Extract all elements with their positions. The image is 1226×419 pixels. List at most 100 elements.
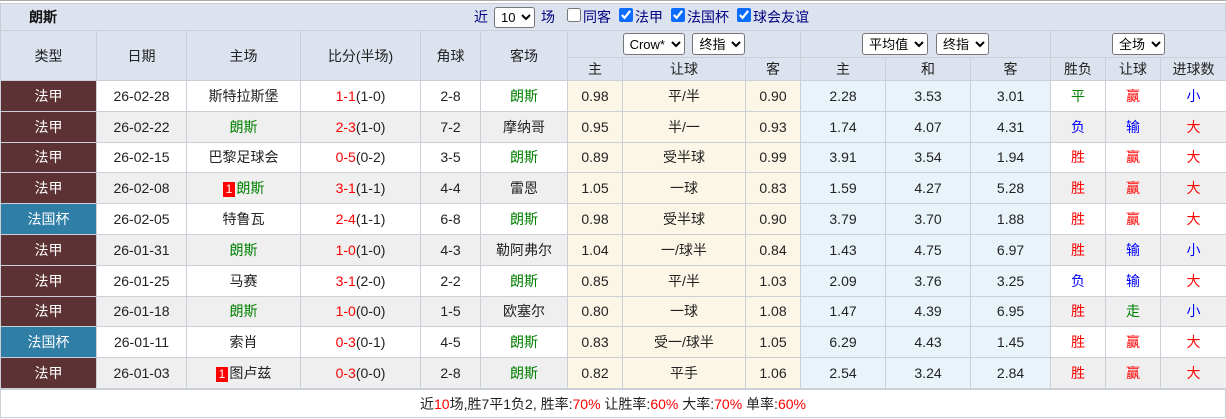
corners: 7-2	[420, 110, 481, 143]
handicap-result: 赢	[1105, 203, 1162, 235]
full-time-score: 1-1	[335, 87, 356, 104]
corners: 2-2	[420, 264, 481, 297]
avg-away-odds: 2.84	[970, 357, 1052, 389]
match-type-badge: 法甲	[0, 264, 97, 297]
goals-result: 大	[1160, 141, 1226, 174]
half-time-score: (1-0)	[355, 118, 386, 135]
goals-result: 小	[1160, 80, 1226, 112]
avg-source-select[interactable]: 平均值	[862, 33, 929, 55]
away-team-name: 朗斯	[510, 149, 538, 166]
red-card-badge: 1	[215, 367, 229, 383]
away-team: 朗斯	[480, 80, 568, 112]
club-friendly-filter-label: 球会友谊	[753, 9, 809, 25]
half-time-score: (1-0)	[355, 87, 386, 104]
home-team: 1 朗斯	[186, 172, 301, 205]
away-team: 摩纳哥	[480, 110, 568, 143]
summary-stats: 近10场,胜7平1负2, 胜率:70% 让胜率:60% 大率:70% 单率:60…	[0, 388, 1226, 418]
home-team: 朗斯	[186, 295, 301, 328]
match-row: 法国杯 26-02-05 特鲁瓦 2-4(1-1) 6-8 朗斯 0.98 受半球 0.90 3.…	[0, 203, 1226, 235]
away-team: 勒阿弗尔	[480, 233, 568, 266]
handicap-result: 输	[1105, 110, 1162, 143]
home-team: 斯特拉斯堡	[186, 80, 301, 112]
match-row: 法甲 26-02-08 1 朗斯 3-1(1-1) 4-4 雷恩 1.05 一球 0.83 1.59…	[0, 172, 1226, 205]
avg-away-odds: 1.45	[970, 326, 1052, 359]
home-team: 巴黎足球会	[186, 141, 301, 174]
summary-segment: 单率:	[742, 395, 778, 412]
match-rows: 法甲 26-02-28 斯特拉斯堡 1-1(1-0) 2-8 朗斯 0.98 平/半 0.90 2…	[0, 80, 1226, 389]
home-team-name: 巴黎足球会	[208, 149, 279, 166]
odds-provider-select[interactable]: Crow*	[622, 33, 685, 55]
home-team-name: 图卢兹	[229, 365, 272, 382]
home-odds: 1.04	[567, 233, 623, 266]
avg-home-odds: 2.54	[800, 357, 887, 389]
summary-segment: 场,胜7平1负2, 胜率:	[449, 395, 573, 412]
result-badge: 负	[1050, 110, 1107, 143]
home-odds: 0.98	[567, 203, 623, 235]
avg-home-odds: 3.79	[800, 203, 887, 235]
score: 1-0(1-0)	[300, 233, 421, 266]
handicap-result: 赢	[1105, 80, 1162, 112]
score: 1-0(0-0)	[300, 295, 421, 328]
away-team: 朗斯	[480, 357, 568, 389]
home-team: 1 图卢兹	[186, 357, 301, 389]
avg-draw-odds: 3.70	[885, 203, 972, 235]
goals-result: 小	[1160, 233, 1226, 266]
away-team-name: 朗斯	[510, 211, 538, 228]
scope-select[interactable]: 全场	[1112, 33, 1166, 55]
col-header-odds-away: 客	[744, 57, 802, 81]
match-table: 类型 日期 主场 比分(半场) 角球 客场 Crow* 终指 平均值 终指 全场	[0, 30, 1226, 389]
match-date: 26-02-22	[96, 110, 187, 143]
home-odds: 0.85	[567, 264, 623, 297]
home-odds: 0.98	[567, 80, 623, 112]
avg-home-odds: 1.74	[800, 110, 887, 143]
match-row: 法甲 26-02-28 斯特拉斯堡 1-1(1-0) 2-8 朗斯 0.98 平/半 0.90 2…	[0, 80, 1226, 112]
summary-segment: 70%	[714, 395, 743, 412]
avg-draw-odds: 4.07	[885, 110, 972, 143]
summary-segment: 让胜率:	[600, 395, 651, 412]
full-time-score: 3-1	[335, 272, 356, 289]
avg-away-odds: 5.28	[970, 172, 1052, 205]
result-badge: 胜	[1050, 326, 1107, 359]
avg-draw-odds: 4.27	[885, 172, 972, 205]
col-header-avg-home: 主	[800, 57, 887, 81]
score: 1-1(1-0)	[300, 80, 421, 112]
goals-result: 大	[1160, 172, 1226, 205]
avg-away-odds: 1.94	[970, 141, 1052, 174]
avg-away-odds: 6.95	[970, 295, 1052, 328]
home-team: 朗斯	[186, 233, 301, 266]
score: 3-1(2-0)	[300, 264, 421, 297]
col-header-score: 比分(半场)	[300, 30, 421, 81]
match-date: 26-02-08	[96, 172, 187, 205]
avg-home-odds: 2.28	[800, 80, 887, 112]
summary-segment: 10	[434, 395, 450, 412]
col-header-handicap-result: 让球	[1105, 57, 1162, 81]
same-away-filter-checkbox[interactable]	[567, 8, 581, 22]
summary-segment: 大率:	[678, 395, 715, 412]
ligue1-filter-checkbox[interactable]	[619, 8, 633, 22]
away-odds: 0.83	[744, 172, 802, 205]
home-team-name: 朗斯	[229, 241, 258, 258]
handicap-line: 平/半	[622, 80, 746, 112]
avg-stage-select[interactable]: 终指	[935, 33, 989, 55]
topbar-controls: 近 10 场 同客 法甲 法国杯 球会友谊	[470, 6, 1225, 28]
home-team-name: 索肖	[229, 334, 258, 351]
away-odds: 1.05	[744, 326, 802, 359]
top-strip	[0, 0, 1226, 3]
away-team: 欧塞尔	[480, 295, 568, 328]
away-team: 朗斯	[480, 264, 568, 297]
club-friendly-filter-checkbox[interactable]	[737, 8, 751, 22]
half-time-score: (0-0)	[355, 365, 386, 382]
result-group-header: 全场	[1050, 30, 1226, 58]
odds-stage-select[interactable]: 终指	[692, 33, 746, 55]
col-header-avg-away: 客	[970, 57, 1052, 81]
home-odds: 0.82	[567, 357, 623, 389]
away-odds: 1.03	[744, 264, 802, 297]
result-badge: 胜	[1050, 233, 1107, 266]
match-date: 26-01-18	[96, 295, 187, 328]
result-badge: 胜	[1050, 172, 1107, 205]
coupe-de-france-filter-checkbox[interactable]	[671, 8, 685, 22]
home-odds: 1.05	[567, 172, 623, 205]
avg-home-odds: 1.43	[800, 233, 887, 266]
recent-count-select[interactable]: 10	[494, 6, 535, 28]
